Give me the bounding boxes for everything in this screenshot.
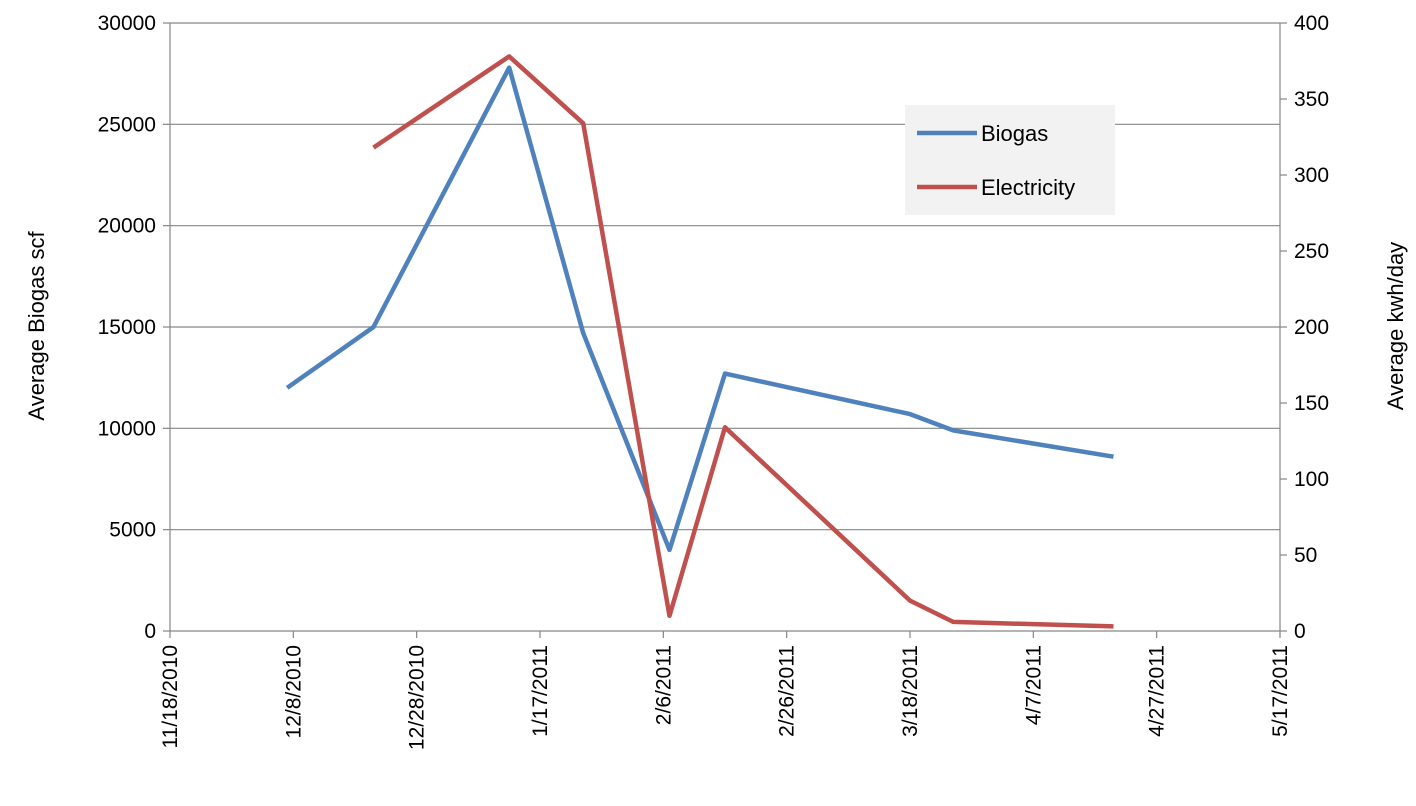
legend: Biogas Electricity <box>905 105 1115 215</box>
x-tick-label: 11/18/2010 <box>159 645 182 749</box>
right-tick-label: 200 <box>1294 316 1329 339</box>
right-tick-label: 50 <box>1294 544 1317 567</box>
right-tick-label: 250 <box>1294 240 1329 263</box>
legend-label: Biogas <box>981 121 1048 146</box>
left-tick-label: 5000 <box>109 519 156 542</box>
gridlines <box>170 22 1280 531</box>
right-tick-label: 300 <box>1294 164 1329 187</box>
legend-box <box>905 105 1115 215</box>
left-axis-ticks: 0 5000 10000 15000 20000 25000 30000 <box>98 12 170 643</box>
x-tick-label: 12/28/2010 <box>406 645 429 750</box>
x-tick-label: 1/17/2011 <box>529 645 552 737</box>
right-axis-title: Average kwh/day <box>1383 242 1408 410</box>
x-tick-label: 4/7/2011 <box>1022 645 1045 725</box>
left-tick-label: 0 <box>144 620 156 643</box>
left-tick-label: 20000 <box>98 215 156 238</box>
series-lines <box>285 54 1114 629</box>
legend-label: Electricity <box>981 175 1075 200</box>
x-tick-label: 4/27/2011 <box>1146 645 1169 737</box>
x-tick-label: 3/18/2011 <box>899 645 922 737</box>
right-tick-label: 400 <box>1294 12 1329 35</box>
right-tick-label: 150 <box>1294 392 1329 415</box>
x-tick-label: 2/26/2011 <box>776 645 799 737</box>
left-tick-label: 10000 <box>98 417 156 440</box>
right-tick-label: 350 <box>1294 88 1329 111</box>
right-tick-label: 0 <box>1294 620 1306 643</box>
right-axis-ticks: 0 50 100 150 200 250 300 350 400 <box>1280 12 1329 643</box>
x-tick-label: 12/8/2010 <box>282 645 305 738</box>
left-tick-label: 30000 <box>98 12 156 35</box>
left-tick-label: 25000 <box>98 113 156 136</box>
x-tick-label: 5/17/2011 <box>1269 645 1292 737</box>
left-axis-title: Average Biogas scf <box>24 231 49 421</box>
left-tick-label: 15000 <box>98 316 156 339</box>
x-tick-label: 2/6/2011 <box>652 645 675 725</box>
series-line-electricity <box>372 54 1114 629</box>
right-tick-label: 100 <box>1294 468 1329 491</box>
x-axis-ticks: 11/18/2010 12/8/2010 12/28/2010 1/17/2011 2/… <box>159 631 1292 750</box>
